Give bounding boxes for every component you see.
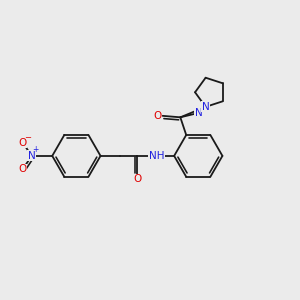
Text: N: N bbox=[202, 102, 209, 112]
Text: O: O bbox=[19, 138, 27, 148]
Text: N: N bbox=[195, 108, 203, 118]
Text: O: O bbox=[133, 174, 142, 184]
Text: NH: NH bbox=[149, 151, 164, 161]
Text: O: O bbox=[153, 111, 161, 121]
Text: −: − bbox=[25, 133, 32, 142]
Text: N: N bbox=[28, 151, 35, 161]
Text: O: O bbox=[19, 164, 27, 174]
Text: +: + bbox=[32, 146, 39, 154]
